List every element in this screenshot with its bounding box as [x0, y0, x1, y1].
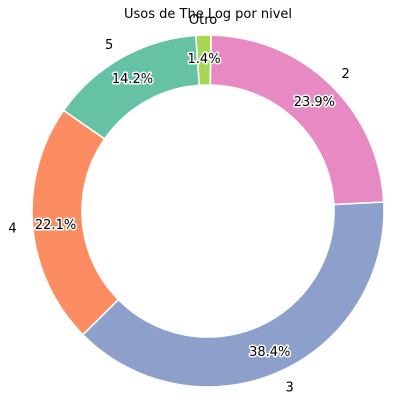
percent-label-2: 23.9% [294, 95, 335, 110]
donut-slice-3 [81, 201, 385, 388]
category-label-5: 5 [105, 38, 113, 53]
percent-label-3: 38.4% [249, 345, 290, 360]
percent-label-4: 22.1% [35, 218, 76, 233]
category-label-3: 3 [285, 381, 293, 396]
category-label-2: 2 [342, 67, 350, 82]
donut-slices [31, 34, 385, 388]
category-labels: Otro 2 3 4 5 [8, 13, 349, 396]
percent-label-5: 14.2% [112, 72, 153, 87]
donut-slice-2 [209, 34, 385, 206]
percent-labels: 1.4% 23.9% 38.4% 22.1% 14.2% [33, 51, 336, 362]
chart-title: Usos de The Log por nivel [124, 7, 292, 22]
donut-slice-5 [62, 34, 201, 141]
category-label-4: 4 [8, 221, 16, 236]
category-label-otro: Otro [189, 13, 217, 28]
percent-label-otro: 1.4% [188, 52, 221, 67]
